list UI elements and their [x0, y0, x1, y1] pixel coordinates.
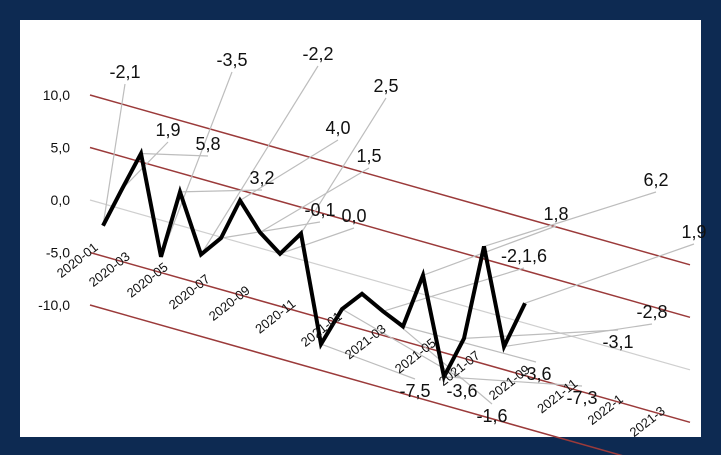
- chart-panel: [20, 20, 701, 437]
- leader-line: [140, 152, 209, 157]
- x-tick-label: 2021-03: [342, 321, 389, 362]
- gridlines: [89, 94, 691, 455]
- data-label: -7,5: [399, 381, 430, 401]
- leader-line: [483, 191, 657, 247]
- y-axis-ticks: 10,0 5,0 0,0 -5,0 -10,0: [38, 87, 70, 313]
- y-tick-label: 10,0: [43, 87, 70, 103]
- data-label: -2,8: [636, 302, 667, 322]
- x-tick-label: 2021-05: [392, 335, 439, 376]
- series-line: [101, 147, 527, 383]
- label-leader-lines: [102, 65, 695, 405]
- leader-line: [524, 243, 695, 304]
- zero-line: [89, 199, 691, 371]
- leader-line: [220, 221, 321, 239]
- data-label: -2,1,6: [501, 246, 547, 266]
- y-tick-label: -10,0: [38, 297, 70, 313]
- data-label: 2,5: [373, 76, 398, 96]
- leader-line: [422, 225, 557, 276]
- gridline: [89, 146, 691, 319]
- leader-line: [200, 65, 319, 255]
- leader-line: [279, 227, 355, 255]
- data-label: 5,8: [195, 134, 220, 154]
- data-label: -0,1: [304, 200, 335, 220]
- leader-line: [443, 376, 583, 387]
- data-label: -3,6: [520, 364, 551, 384]
- gridline: [89, 304, 623, 455]
- leader-line: [239, 139, 339, 201]
- data-label: -1,6: [476, 406, 507, 426]
- y-tick-label: -5,0: [46, 245, 70, 261]
- data-labels: -2,1 1,9 5,8 -3,5 3,2 -2,2 -0,1 4,0 1,5 0,0 2,5 -7,…: [109, 44, 706, 426]
- data-label: -2,1: [109, 62, 140, 82]
- data-label: 0,0: [341, 206, 366, 226]
- x-tick-label: 2020-07: [166, 271, 213, 312]
- y-tick-label: 0,0: [51, 192, 71, 208]
- data-label: 1,8: [543, 204, 568, 224]
- data-label: 6,2: [643, 170, 668, 190]
- data-label: -7,3: [566, 388, 597, 408]
- gridline: [89, 94, 691, 266]
- leader-line: [320, 343, 416, 380]
- leader-line: [102, 83, 126, 226]
- data-label: 1,5: [356, 146, 381, 166]
- leader-line: [503, 323, 653, 348]
- leader-line: [179, 189, 263, 193]
- data-label: 4,0: [325, 118, 350, 138]
- x-tick-label: 2020-05: [124, 259, 171, 300]
- data-label: 1,9: [155, 120, 180, 140]
- leader-line: [300, 97, 387, 234]
- data-label: -3,6: [446, 381, 477, 401]
- data-label: -3,5: [216, 50, 247, 70]
- data-label: 1,9: [681, 222, 706, 242]
- leader-line: [402, 325, 537, 363]
- data-label: 3,2: [249, 168, 274, 188]
- y-tick-label: 5,0: [51, 140, 71, 156]
- leader-line: [382, 267, 525, 312]
- data-label: -3,1: [602, 332, 633, 352]
- x-tick-label: 2021-3: [627, 403, 668, 440]
- data-label: -2,2: [302, 44, 333, 64]
- leader-line: [259, 167, 370, 233]
- leader-line: [160, 71, 233, 258]
- x-tick-label: 2020-09: [206, 283, 253, 324]
- leader-line: [463, 329, 619, 339]
- x-tick-label: 2020-11: [252, 296, 298, 337]
